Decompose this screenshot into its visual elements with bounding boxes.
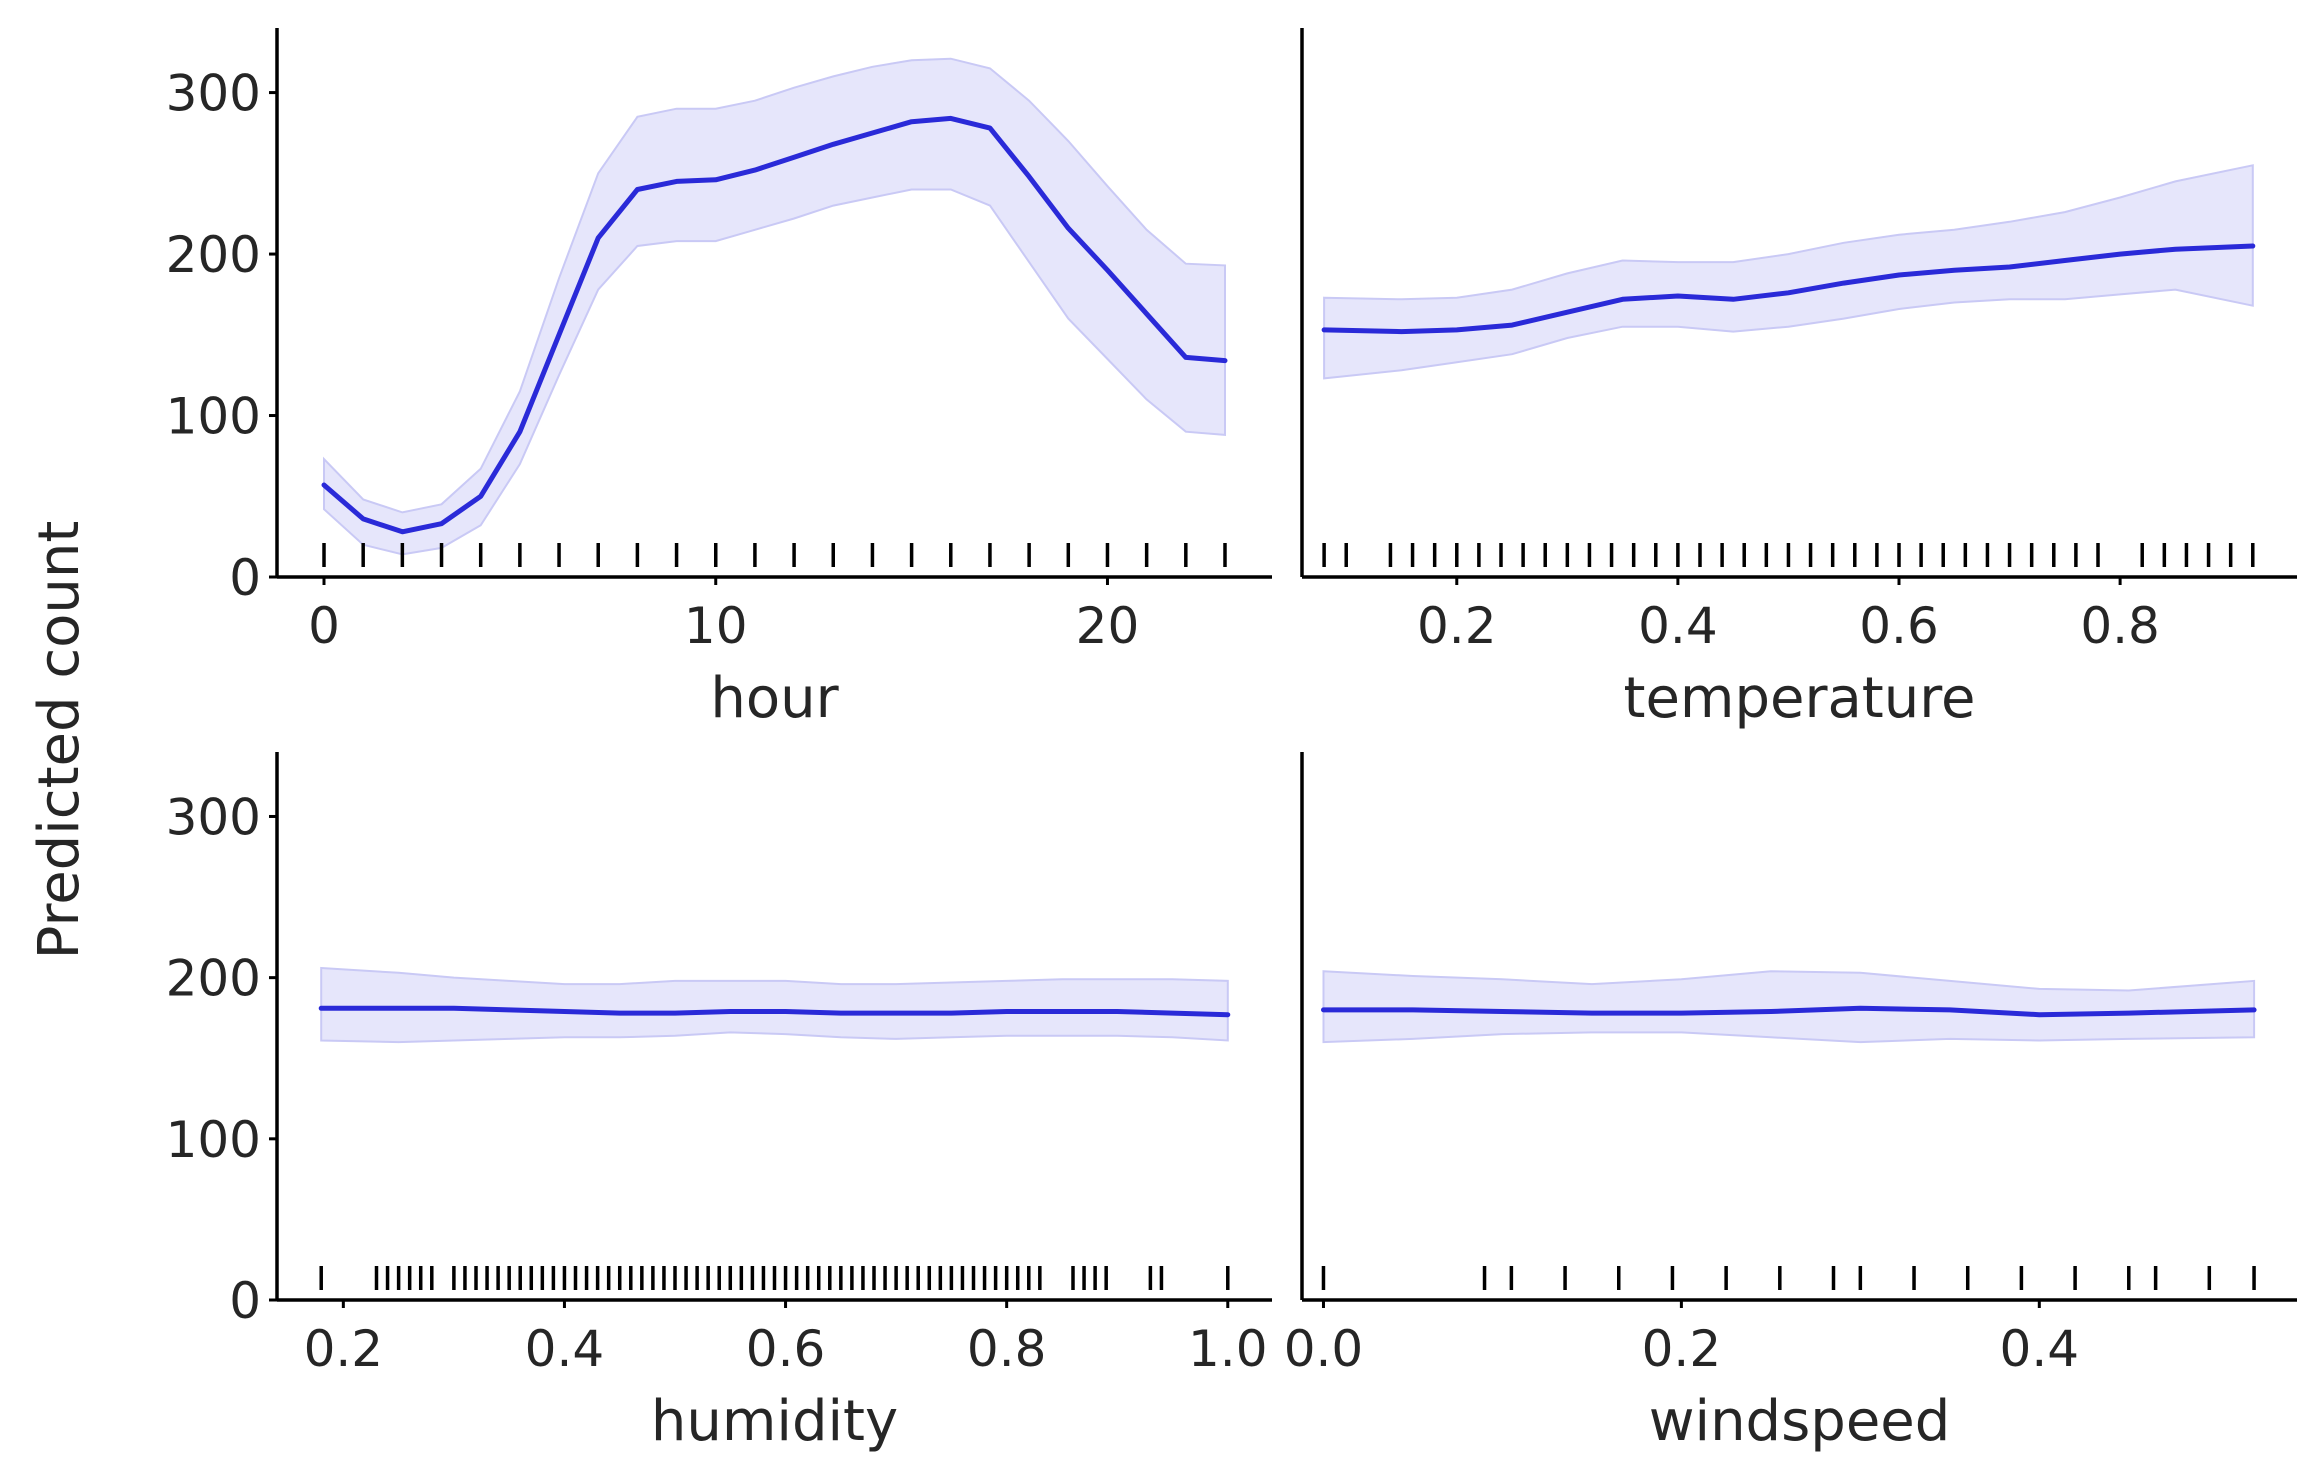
hour-x-tick-label: 20	[1076, 597, 1140, 655]
windspeed-x-axis-label: windspeed	[1649, 1389, 1951, 1454]
humidity-y-tick-label: 300	[166, 788, 261, 846]
humidity-x-tick-label: 0.2	[304, 1320, 384, 1378]
humidity-y-tick-label: 100	[166, 1111, 261, 1169]
windspeed-x-tick-label: 0.4	[2000, 1320, 2080, 1378]
hour-y-tick-label: 200	[166, 226, 261, 284]
humidity-x-tick-label: 1.0	[1188, 1320, 1268, 1378]
windspeed-panel: 0.0 0.2 0.4 windspeed	[1284, 752, 2297, 1454]
humidity-x-tick-label: 0.4	[525, 1320, 605, 1378]
hour-y-tick-label: 100	[166, 388, 261, 446]
temperature-x-tick-label: 0.8	[2080, 597, 2160, 655]
temperature-credible-band	[1323, 164, 2254, 380]
windspeed-rug	[1321, 1266, 2256, 1290]
temperature-panel: 0.2 0.4 0.6 0.8 temperature	[1300, 28, 2297, 731]
windspeed-x-tick-label: 0.0	[1284, 1320, 1364, 1378]
humidity-credible-band	[320, 966, 1229, 1044]
hour-x-tick-label: 0	[308, 597, 340, 655]
windspeed-credible-band	[1322, 970, 2256, 1044]
hour-mean-line	[321, 115, 1228, 535]
hour-x-tick-label: 10	[684, 597, 748, 655]
humidity-panel: 0.2 0.4 0.6 0.8 1.0 0 100 200 300 humidity	[166, 752, 1272, 1454]
temperature-x-tick-label: 0.6	[1859, 597, 1939, 655]
windspeed-mean-line	[1321, 1005, 2257, 1018]
temperature-x-axis-label: temperature	[1624, 666, 1976, 731]
temperature-mean-line	[1321, 243, 2256, 335]
humidity-rug	[319, 1266, 1230, 1290]
figure-y-axis-label: Predicted count	[27, 521, 92, 960]
hour-y-tick-label: 0	[229, 549, 261, 607]
temperature-x-tick-label: 0.2	[1417, 597, 1497, 655]
temperature-rug	[1322, 543, 2255, 567]
hour-rug	[322, 543, 1227, 567]
hour-credible-band	[323, 57, 1226, 556]
windspeed-x-tick-label: 0.2	[1642, 1320, 1722, 1378]
humidity-y-tick-label: 0	[229, 1272, 261, 1330]
humidity-x-tick-label: 0.6	[746, 1320, 826, 1378]
hour-x-axis-label: hour	[710, 666, 839, 731]
humidity-y-tick-label: 200	[166, 950, 261, 1008]
humidity-x-tick-label: 0.8	[967, 1320, 1047, 1378]
humidity-x-axis-label: humidity	[651, 1389, 898, 1454]
hour-y-tick-label: 300	[166, 65, 261, 123]
humidity-mean-line	[318, 1005, 1231, 1018]
temperature-x-tick-label: 0.4	[1638, 597, 1718, 655]
